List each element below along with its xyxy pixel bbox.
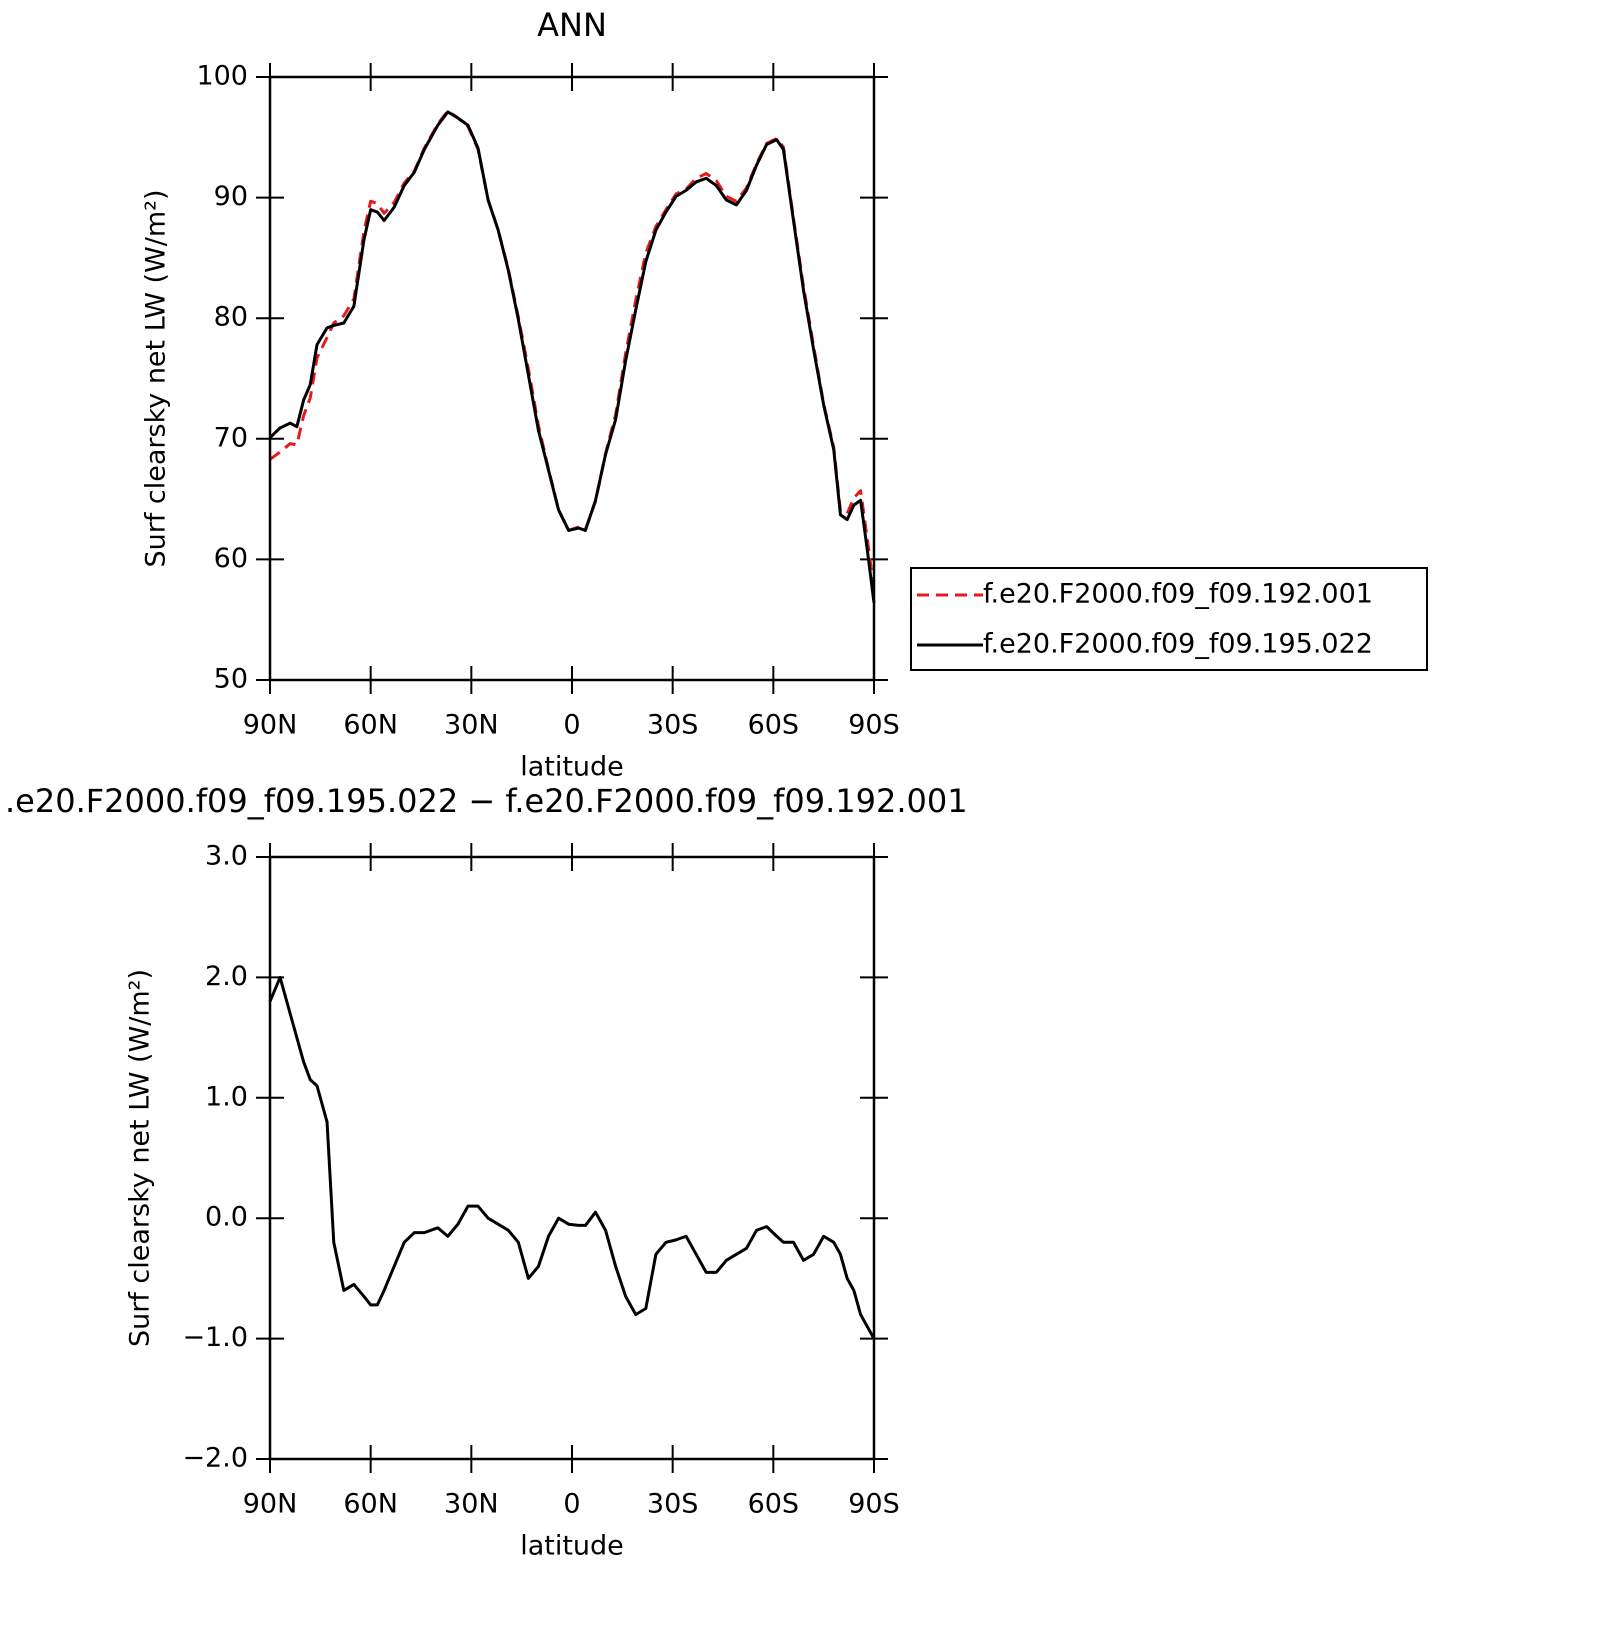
x-tick-label: 90S bbox=[848, 1489, 900, 1520]
y-tick-label: 80 bbox=[214, 302, 248, 333]
data-line bbox=[268, 975, 876, 1340]
x-tick-label: 90N bbox=[243, 710, 298, 741]
y-tick-label: 60 bbox=[214, 543, 248, 574]
plot-frame bbox=[268, 855, 876, 1461]
y-axis-label: Surf clearsky net LW (W/m²) bbox=[141, 189, 172, 567]
x-tick-label: 60S bbox=[748, 1489, 800, 1520]
x-axis-label: latitude bbox=[520, 1531, 624, 1562]
y-tick-label: 70 bbox=[214, 422, 248, 453]
data-line bbox=[268, 110, 876, 604]
x-tick-label: 0 bbox=[563, 1489, 580, 1520]
chart-title: .e20.F2000.f09_f09.195.022 − f.e20.F2000… bbox=[5, 782, 968, 820]
legend-box bbox=[910, 567, 1428, 671]
y-tick-label: 1.0 bbox=[205, 1081, 248, 1112]
y-tick-label: 100 bbox=[196, 61, 248, 92]
y-tick-label: 3.0 bbox=[205, 841, 248, 872]
y-tick-label: −2.0 bbox=[182, 1443, 248, 1474]
plot-frame bbox=[268, 75, 876, 682]
y-tick-label: 2.0 bbox=[205, 961, 248, 992]
y-tick-label: 0.0 bbox=[205, 1202, 248, 1233]
x-tick-label: 30S bbox=[647, 1489, 699, 1520]
x-tick-label: 30N bbox=[444, 710, 499, 741]
x-tick-label: 60N bbox=[343, 710, 398, 741]
x-tick-label: 60N bbox=[343, 1489, 398, 1520]
x-tick-label: 90S bbox=[848, 710, 900, 741]
x-axis-label: latitude bbox=[520, 752, 624, 783]
x-tick-label: 60S bbox=[748, 710, 800, 741]
x-tick-label: 90N bbox=[243, 1489, 298, 1520]
y-axis-label: Surf clearsky net LW (W/m²) bbox=[125, 969, 156, 1347]
y-tick-label: −1.0 bbox=[182, 1322, 248, 1353]
legend-label: f.e20.F2000.f09_f09.195.022 bbox=[983, 629, 1373, 660]
data-line bbox=[269, 109, 876, 591]
chart-title: ANN bbox=[537, 6, 607, 44]
x-tick-label: 0 bbox=[563, 710, 580, 741]
legend-label: f.e20.F2000.f09_f09.192.001 bbox=[983, 579, 1373, 610]
x-tick-label: 30S bbox=[647, 710, 699, 741]
y-tick-label: 90 bbox=[214, 181, 248, 212]
x-tick-label: 30N bbox=[444, 1489, 499, 1520]
y-tick-label: 50 bbox=[214, 664, 248, 695]
